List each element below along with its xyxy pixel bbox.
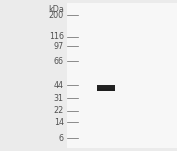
Text: 200: 200	[49, 11, 64, 20]
Text: 22: 22	[53, 106, 64, 116]
Bar	[97, 86, 115, 88]
Text: kDa: kDa	[48, 5, 64, 14]
Text: 6: 6	[59, 134, 64, 143]
Bar	[97, 90, 115, 91]
Text: 44: 44	[54, 81, 64, 90]
Text: 97: 97	[53, 42, 64, 51]
Text: 14: 14	[54, 118, 64, 127]
Bar	[97, 85, 115, 91]
Bar	[97, 85, 115, 86]
Text: 66: 66	[54, 57, 64, 66]
Text: 116: 116	[49, 32, 64, 42]
Bar	[97, 89, 115, 90]
Bar	[67, 3, 177, 148]
Bar	[97, 88, 115, 89]
Text: 31: 31	[54, 94, 64, 103]
